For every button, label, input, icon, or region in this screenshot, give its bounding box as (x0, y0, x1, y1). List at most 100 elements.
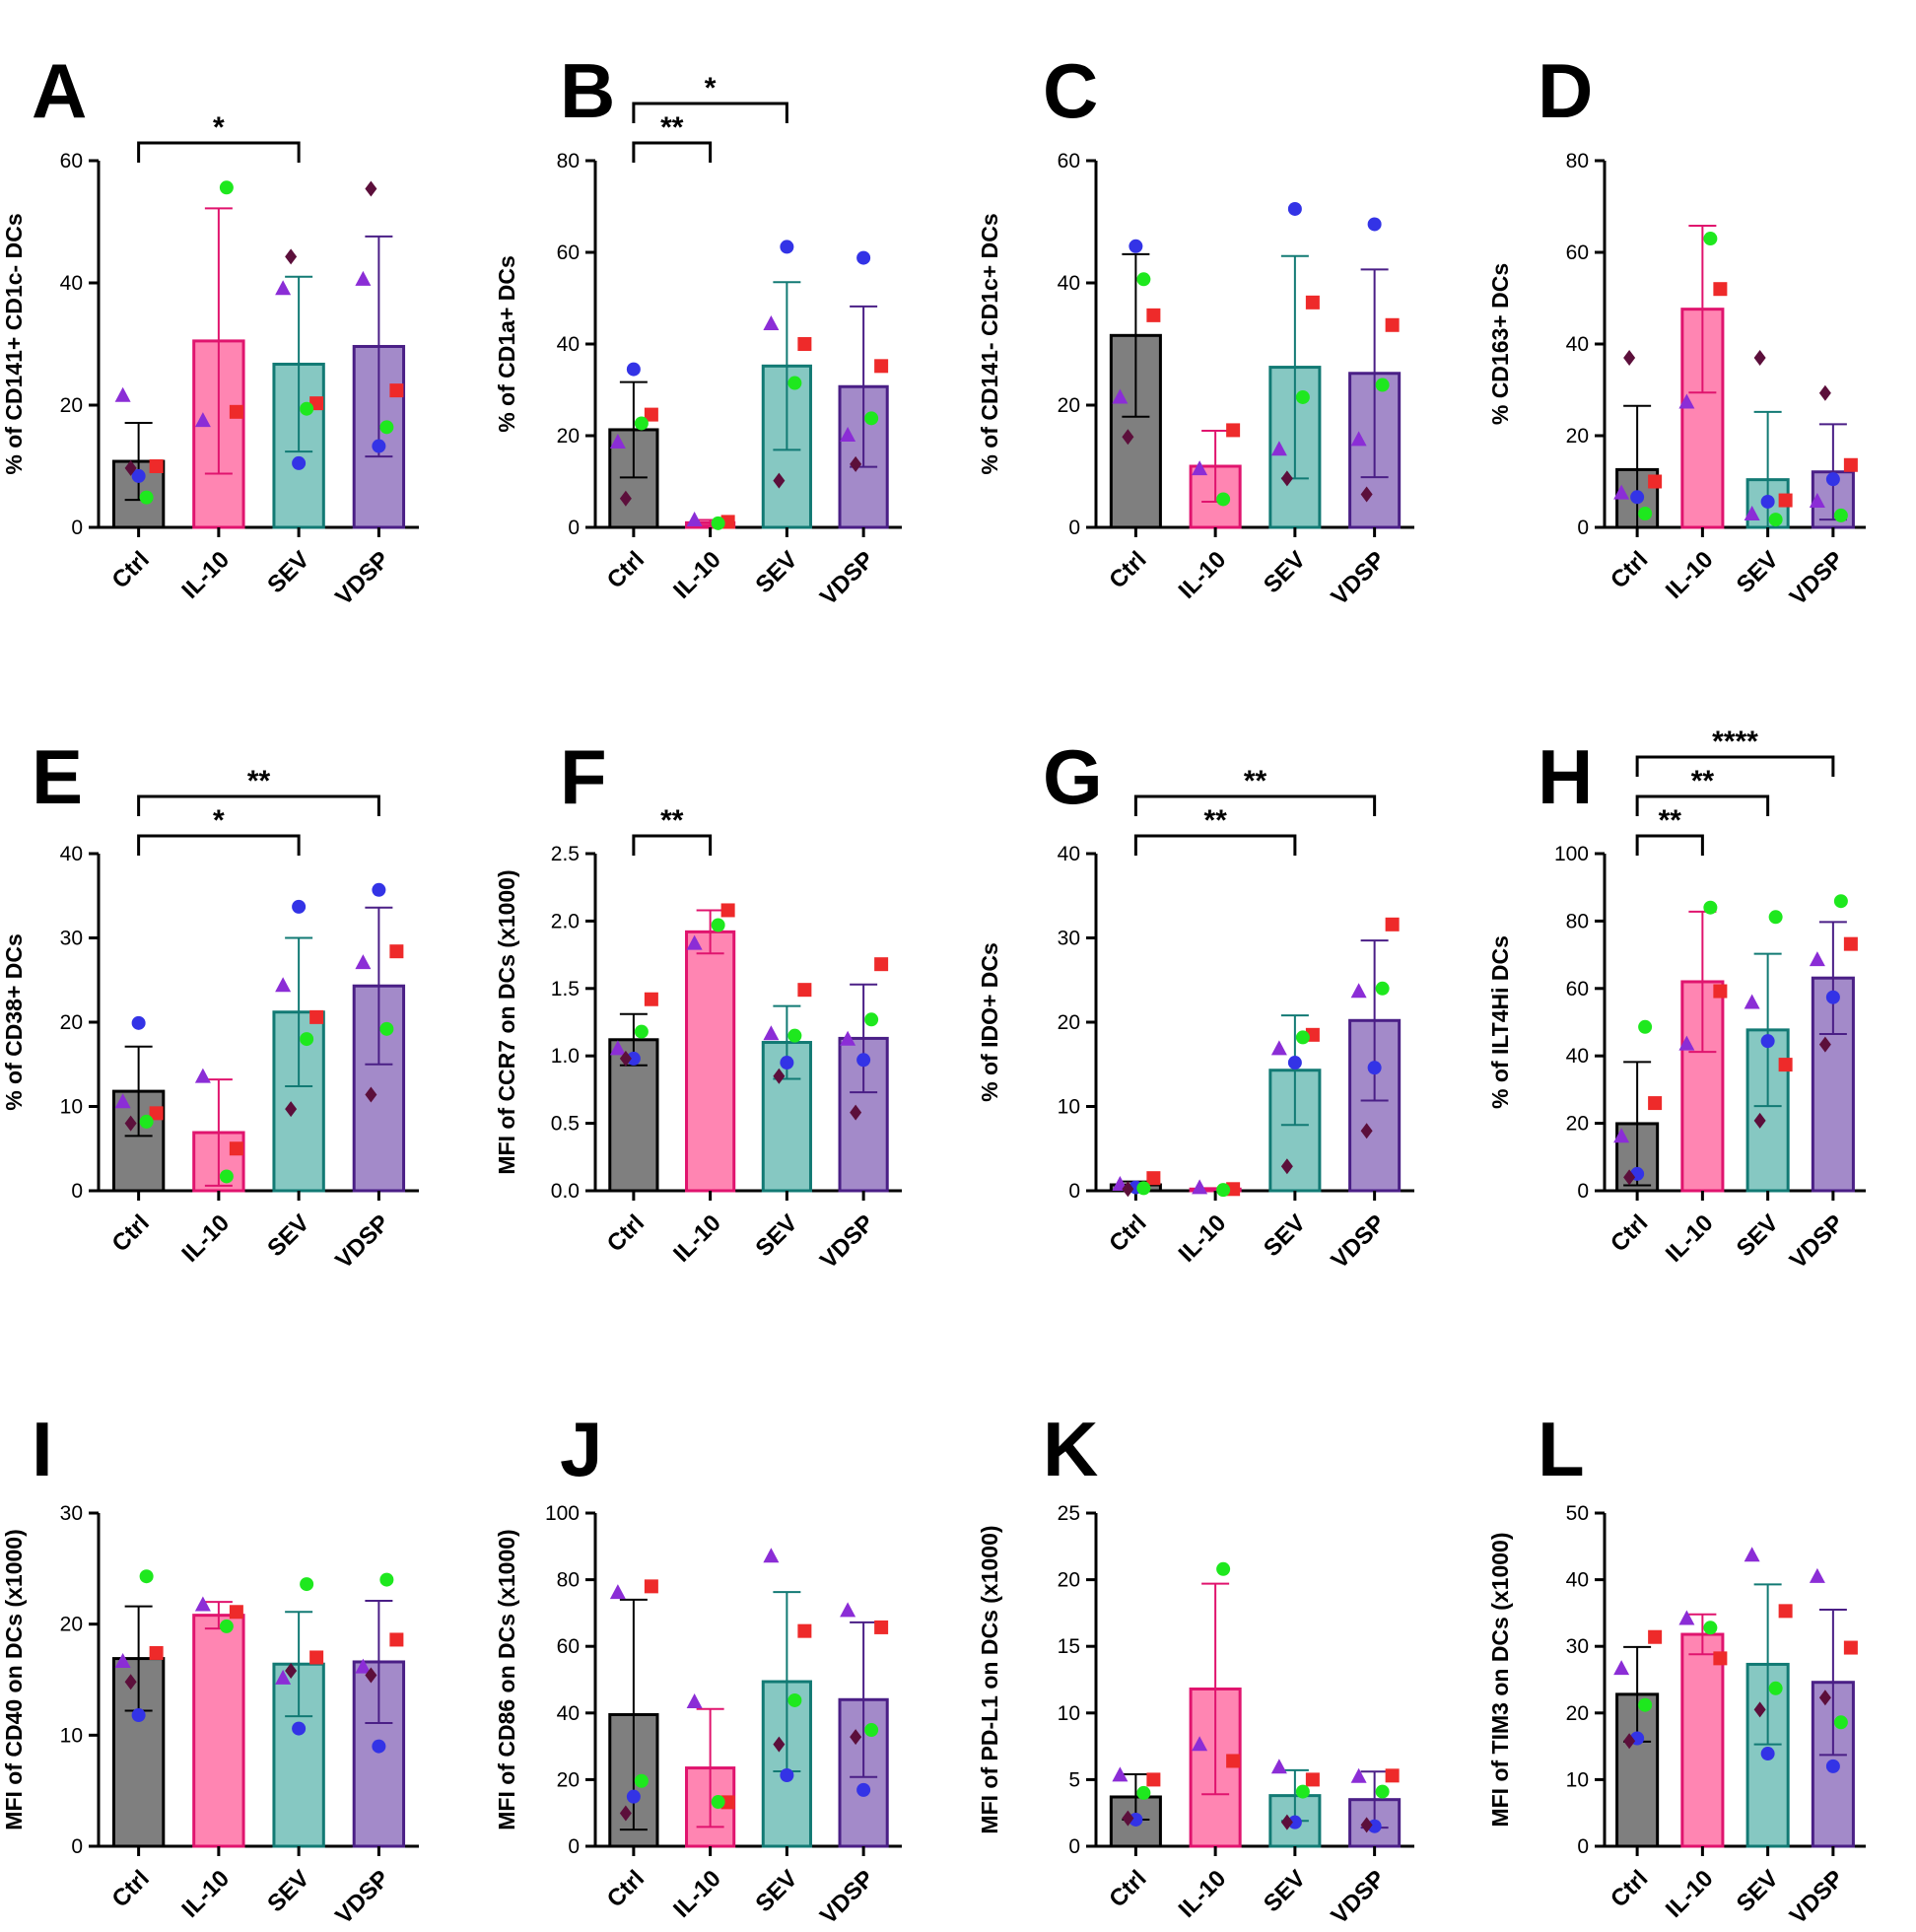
data-point (1623, 1169, 1636, 1186)
y-tick-label: 60 (1058, 150, 1080, 172)
data-point (1825, 990, 1840, 1004)
y-tick-label: 40 (60, 272, 83, 295)
data-point (1713, 984, 1728, 999)
data-point (1287, 1815, 1302, 1829)
y-tick-label: 40 (1566, 1569, 1589, 1592)
x-tick-label-il-10: IL-10 (1661, 1865, 1719, 1923)
data-point (874, 1620, 889, 1634)
data-point (1825, 1759, 1840, 1773)
y-tick-label: 60 (60, 150, 83, 172)
y-tick-label: 10 (60, 1096, 83, 1119)
bar-il-10 (1680, 1632, 1725, 1848)
data-point (1809, 1567, 1825, 1583)
data-point (1768, 1681, 1783, 1695)
x-tick-label-vdsp: VDSP (1785, 1865, 1849, 1929)
y-tick-label: 40 (1566, 333, 1589, 356)
y-tick-label: 20 (1566, 1113, 1589, 1136)
data-point (840, 1030, 856, 1046)
data-point (1136, 1181, 1151, 1196)
data-point (1760, 494, 1775, 509)
data-point (1744, 994, 1760, 1009)
data-point (1280, 1814, 1293, 1830)
data-point (1122, 1810, 1134, 1827)
y-tick-label: 0 (1068, 1180, 1080, 1203)
x-tick-label-il-10: IL-10 (668, 1865, 726, 1923)
panel-letter: B (560, 47, 615, 134)
data-point (389, 1632, 404, 1647)
data-point (1753, 1701, 1766, 1718)
data-point (1843, 1640, 1858, 1655)
y-tick-label: 0 (71, 1835, 83, 1858)
panel-d: D % CD163+ DCs 0 20 40 60 80 Ctrl IL-10 SEV VDSP (1487, 47, 1866, 610)
data-point (275, 280, 292, 296)
data-point (874, 359, 889, 374)
data-point (1703, 1621, 1718, 1635)
y-axis-label: % of CD1a+ DCs (494, 255, 519, 433)
x-tick-label-ctrl: Ctrl (1606, 546, 1653, 593)
data-point (1613, 484, 1630, 500)
data-point (763, 1548, 780, 1563)
data-point (1375, 981, 1390, 996)
data-point (1818, 1036, 1831, 1053)
data-point (1360, 486, 1373, 503)
x-tick-label-il-10: IL-10 (1174, 546, 1232, 604)
data-point (1613, 1128, 1630, 1143)
data-point (840, 427, 856, 442)
data-point (1192, 460, 1208, 476)
panel-c: C % of CD141- CD1c+ DCs 0 20 40 60 Ctrl IL-10 SE… (977, 47, 1414, 610)
y-tick-label: 80 (1566, 150, 1589, 172)
data-point (711, 1795, 725, 1810)
data-point (1122, 429, 1134, 446)
data-point (773, 1736, 786, 1753)
panel-g: G % of IDO+ DCs 0 10 20 30 40 Ctrl IL-10 SEV VDSP *… (977, 733, 1414, 1274)
significance-label: ** (660, 804, 684, 837)
data-point (1825, 472, 1840, 487)
data-point (1192, 1179, 1208, 1195)
significance-label: ** (660, 111, 684, 144)
data-point (229, 1141, 243, 1156)
data-point (1280, 470, 1293, 487)
data-point (389, 944, 404, 959)
x-tick-label-sev: SEV (262, 1209, 314, 1262)
data-point (1350, 983, 1367, 999)
x-tick-label-il-10: IL-10 (1174, 1865, 1232, 1923)
data-point (1385, 1768, 1400, 1783)
x-tick-label-sev: SEV (262, 1865, 314, 1917)
significance-bracket (137, 834, 301, 856)
significance-label: **** (1712, 725, 1758, 758)
data-point (1768, 513, 1783, 527)
y-tick-label: 0 (71, 1180, 83, 1203)
data-point (787, 376, 802, 390)
y-tick-label: 15 (1058, 1635, 1080, 1658)
data-point (300, 1032, 314, 1047)
significance-label: ** (247, 765, 271, 797)
significance-bracket (1133, 834, 1297, 856)
data-point (1744, 1547, 1760, 1562)
y-tick-label: 0 (71, 517, 83, 539)
y-tick-label: 20 (557, 425, 580, 448)
data-point (1350, 431, 1367, 447)
data-point (1778, 493, 1793, 508)
significance-bracket (1635, 834, 1704, 856)
y-tick-label: 0.5 (551, 1113, 580, 1136)
y-axis-label: % of CD38+ DCs (1, 933, 27, 1111)
data-point (1843, 936, 1858, 951)
panel-letter: C (1043, 47, 1098, 134)
data-point (619, 1805, 632, 1822)
data-point (1385, 317, 1400, 332)
panel-f: F MFI of CCR7 on DCs (x1000) 0.0 0.5 1.0 1.5 2… (494, 733, 902, 1274)
data-point (1226, 1754, 1241, 1768)
data-point (720, 1795, 735, 1810)
y-tick-label: 0 (1068, 1835, 1080, 1858)
y-tick-label: 20 (1058, 1011, 1080, 1034)
data-point (1146, 308, 1161, 322)
data-point (1136, 272, 1151, 287)
x-tick-label-ctrl: Ctrl (1104, 1209, 1151, 1257)
x-tick-label-ctrl: Ctrl (107, 1865, 155, 1912)
data-point (365, 180, 377, 197)
data-point (1818, 384, 1831, 401)
data-point (634, 1773, 649, 1788)
x-tick-label-vdsp: VDSP (1327, 1865, 1391, 1929)
y-tick-label: 10 (1058, 1702, 1080, 1725)
